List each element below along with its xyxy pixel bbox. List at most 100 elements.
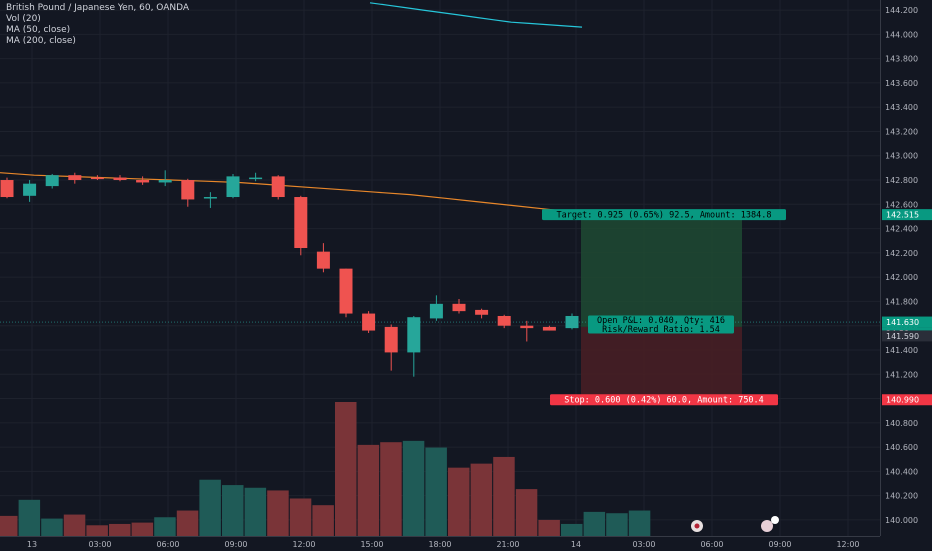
stop-price-badge: 140.990 [886,396,919,405]
volume-bar [312,505,334,536]
price-tick-label: 143.800 [885,55,918,64]
time-tick-label: 09:00 [224,540,247,549]
volume-bar [199,479,221,536]
candle-body [520,325,534,329]
last-price-badge: 141.630 [886,318,919,327]
price-chart[interactable]: Target: 0.925 (0.65%) 92.5, Amount: 1384… [0,0,880,536]
volume-bar [380,442,402,536]
open-pnl-label-box [588,315,734,334]
chart-legend: British Pound / Japanese Yen, 60, OANDA … [6,3,189,47]
flag-event-circle [761,520,773,532]
candle-body [384,326,398,353]
volume-bar [628,510,651,536]
stop-zone [581,326,742,400]
chart-area[interactable]: Target: 0.925 (0.65%) 92.5, Amount: 1384… [0,0,880,536]
time-tick-label: 14 [571,540,581,549]
candle-body [45,175,59,187]
candle-body [23,183,37,196]
time-tick-label: 13 [27,540,37,549]
stop-label-box [550,394,778,406]
volume-bar [109,523,131,536]
volume-bar [131,522,154,536]
target-label-box [542,209,786,221]
flag-events-icon [761,516,779,532]
volume-bar [154,517,176,536]
price-tick-label: 142.400 [885,225,918,234]
time-tick-label: 21:00 [496,540,519,549]
price-tick-label: 140.000 [885,516,918,525]
price-tick-label: 143.200 [885,127,918,136]
volume-bar [244,487,267,536]
target-price-badge: 142.515 [886,211,919,220]
target-label: Target: 0.925 (0.65%) 92.5, Amount: 1384… [542,209,786,221]
last-price-badge-bg [882,316,932,328]
price-tick-label: 144.000 [885,30,918,39]
price-axis[interactable]: 144.200 144.000 143.800 143.600 143.400 143.2… [881,0,932,536]
volume-bar [448,467,470,536]
open-pnl-label-text: Open P&L: 0.040, Qty: 416 [597,316,725,326]
candle-body [497,315,511,326]
price-scale[interactable]: 144.200 144.000 143.800 143.600 143.400 143.2… [880,0,932,536]
price-tick-label: 141.400 [885,346,918,355]
time-tick-label: 03:00 [88,540,111,549]
time-tick-label: 03:00 [632,540,655,549]
candle-body [249,177,263,180]
price-tick-label: 143.600 [885,79,918,88]
stop-price-badge-bg [882,394,932,406]
volume-bar [41,518,63,536]
time-scale[interactable]: 13 03:00 06:00 09:00 12:00 15:00 18:00 21:00 14 0… [0,536,880,551]
stop-label: Stop: 0.600 (0.42%) 60.0, Amount: 750.4 [550,394,778,406]
time-tick-label: 06:00 [156,540,179,549]
candle-body [362,313,376,331]
volume-indicator-label[interactable]: Vol (20) [6,14,41,24]
candle-body [542,326,556,331]
volume-bar [515,489,538,536]
volume-bar [470,463,493,536]
candle-body [136,180,150,183]
time-tick-label: 12:00 [836,540,859,549]
volume-bar [357,444,380,536]
candle-body [203,197,217,199]
candle-body [407,317,421,353]
time-axis[interactable]: 13 03:00 06:00 09:00 12:00 15:00 18:00 21:00 14 0… [0,537,880,551]
candle-body [429,303,443,319]
candle-body [565,315,579,329]
time-tick-label: 15:00 [360,540,383,549]
volume-bar [606,513,628,536]
volume-bar [289,498,312,536]
ma200-indicator-label[interactable]: MA (200, close) [6,36,76,46]
price-tick-label: 142.000 [885,273,918,282]
candle-body [271,176,285,198]
candle-body [158,180,172,183]
open-pnl-label-text: Risk/Reward Ratio: 1.54 [602,325,720,335]
time-tick-label: 12:00 [292,540,315,549]
candle-body [226,176,240,198]
ma50-indicator-label[interactable]: MA (50, close) [6,25,71,35]
price-tick-label: 144.200 [885,6,918,15]
price-tick-label: 140.400 [885,467,918,476]
candle-body [0,180,14,198]
time-tick-label: 18:00 [428,540,451,549]
candle-body [339,268,353,314]
volume-bar [176,510,199,536]
price-tick-label: 141.800 [885,297,918,306]
volume-bar [538,519,560,536]
price-tick-label: 142.600 [885,200,918,209]
price-tick-label: 143.000 [885,152,918,161]
symbol-title[interactable]: British Pound / Japanese Yen, 60, OANDA [6,3,190,13]
time-tick-label: 09:00 [768,540,791,549]
stop-label-text: Stop: 0.600 (0.42%) 60.0, Amount: 750.4 [564,396,764,406]
volume-bar [267,490,289,536]
candle-body [181,180,195,200]
volume-bar [63,514,86,536]
volume-bar [335,402,357,536]
price-tick-label: 141.200 [885,370,918,379]
event-marker-icon [691,520,703,532]
candle-body [68,175,82,181]
volume-bar [402,440,425,536]
price-tick-label: 142.800 [885,176,918,185]
volume-bar [561,523,583,536]
volume-bar [18,499,41,536]
price-tick-label: 143.400 [885,103,918,112]
